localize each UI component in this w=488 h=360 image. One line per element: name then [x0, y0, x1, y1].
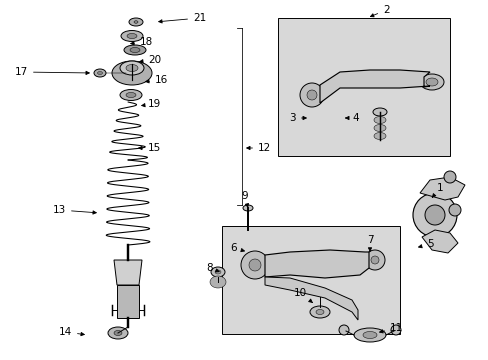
Ellipse shape [315, 310, 324, 315]
Text: 15: 15 [139, 143, 161, 153]
Ellipse shape [130, 48, 140, 53]
Ellipse shape [127, 33, 137, 39]
Ellipse shape [112, 61, 152, 85]
Ellipse shape [215, 270, 221, 274]
Ellipse shape [243, 205, 252, 211]
Ellipse shape [120, 61, 143, 75]
Text: 5: 5 [418, 239, 433, 249]
Text: 18: 18 [130, 37, 153, 47]
Polygon shape [264, 277, 357, 320]
Circle shape [424, 205, 444, 225]
Ellipse shape [124, 45, 146, 55]
Ellipse shape [373, 132, 385, 139]
Ellipse shape [134, 21, 138, 23]
Ellipse shape [108, 327, 128, 339]
Polygon shape [421, 230, 457, 253]
Circle shape [338, 325, 348, 335]
Polygon shape [264, 250, 368, 278]
Circle shape [241, 251, 268, 279]
Text: 21: 21 [159, 13, 206, 23]
Ellipse shape [129, 18, 142, 26]
Circle shape [248, 259, 261, 271]
Ellipse shape [362, 332, 376, 338]
Text: 12: 12 [246, 143, 271, 153]
Circle shape [390, 325, 400, 335]
Text: 20: 20 [140, 55, 161, 65]
Polygon shape [117, 285, 139, 318]
Bar [222, 226, 399, 334]
Text: 6: 6 [230, 243, 244, 253]
Ellipse shape [120, 90, 142, 100]
Text: 14: 14 [59, 327, 84, 337]
Polygon shape [419, 177, 464, 200]
Bar [278, 18, 449, 156]
Ellipse shape [114, 330, 122, 336]
Ellipse shape [425, 78, 437, 86]
Text: 1: 1 [431, 183, 443, 197]
Ellipse shape [121, 31, 142, 41]
Circle shape [443, 171, 455, 183]
Circle shape [370, 256, 378, 264]
Circle shape [448, 204, 460, 216]
Ellipse shape [126, 93, 136, 98]
Ellipse shape [373, 125, 385, 131]
Text: 3: 3 [289, 113, 305, 123]
Text: 13: 13 [53, 205, 96, 215]
Ellipse shape [373, 117, 385, 123]
Ellipse shape [126, 64, 138, 72]
Text: 9: 9 [241, 191, 248, 207]
Circle shape [364, 250, 384, 270]
Ellipse shape [372, 108, 386, 116]
Ellipse shape [210, 267, 224, 277]
Ellipse shape [97, 72, 102, 75]
Text: 8: 8 [206, 263, 219, 273]
Text: 7: 7 [366, 235, 372, 251]
Polygon shape [114, 260, 142, 285]
Ellipse shape [419, 74, 443, 90]
Text: 19: 19 [142, 99, 161, 109]
Ellipse shape [209, 276, 225, 288]
Text: 2: 2 [370, 5, 389, 17]
Text: 16: 16 [145, 75, 168, 85]
Text: 11: 11 [379, 323, 403, 333]
Ellipse shape [94, 69, 106, 77]
Polygon shape [319, 70, 429, 103]
Text: 10: 10 [293, 288, 312, 302]
Circle shape [299, 83, 324, 107]
Ellipse shape [353, 328, 385, 342]
Circle shape [306, 90, 316, 100]
Ellipse shape [309, 306, 329, 318]
Text: 17: 17 [15, 67, 89, 77]
Text: 4: 4 [345, 113, 358, 123]
Circle shape [412, 193, 456, 237]
